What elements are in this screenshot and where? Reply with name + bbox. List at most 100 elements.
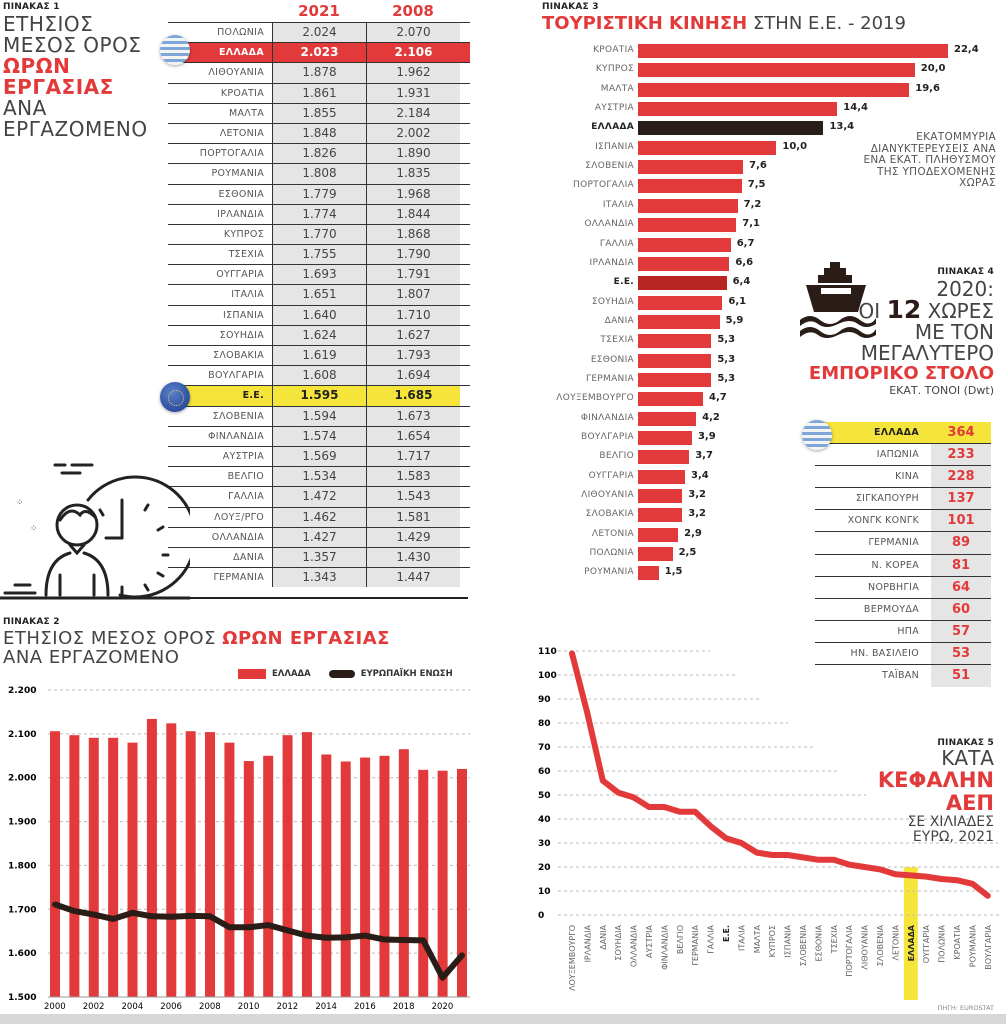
table-row-eu: Ε.Ε. 1.595 1.685 (168, 385, 470, 406)
chart3-bar (638, 179, 742, 194)
country-cell: ΠΟΡΤΟΓΑΛΙΑ (199, 148, 264, 160)
x-tick-label: 2006 (160, 1002, 182, 1012)
table4-number: 12 (886, 295, 922, 324)
column-header-2021: 2021 (298, 2, 340, 20)
chart3-category-label: ΙΣΠΑΝΙΑ (595, 141, 634, 152)
chart3-value-label: 5,9 (725, 314, 744, 326)
chart3-bar (638, 218, 737, 233)
chart3-kicker: ΠΙΝΑΚΑΣ 3 (542, 2, 599, 12)
table4-prefix: ΟΙ (858, 299, 881, 323)
chart2-title-plain: ΕΤΗΣΙΟΣ ΜΕΣΟΣ ΟΡΟΣ (3, 628, 216, 649)
sparkle-icon: ⁘ (16, 498, 24, 508)
chart3-value-label: 14,4 (843, 102, 868, 114)
fleet-row: ΓΕΡΜΑΝΙΑ 89 (815, 532, 991, 555)
chart5-category-label: ΛΟΥΞΕΜΒΟΥΡΓΟ (568, 925, 577, 991)
chart3-category-label: ΛΟΥΞΕΜΒΟΥΡΓΟ (556, 393, 634, 404)
country-cell: ΒΕΛΓΙΟ (227, 471, 264, 483)
fleet-country: ΝΟΡΒΗΓΙΑ (868, 581, 919, 593)
y-tick-label: 40 (538, 815, 551, 825)
chart3-value-label: 6,7 (736, 237, 755, 249)
sparkle-icon: ⁘ (30, 524, 38, 534)
value-2008-cell: 1.790 (366, 245, 460, 265)
fleet-value: 81 (931, 554, 991, 576)
eu-flag-icon (160, 382, 190, 412)
value-2021-cell: 1.861 (272, 83, 366, 103)
value-2021-cell: 1.608 (272, 366, 366, 386)
chart3-value-label: 5,3 (717, 353, 736, 365)
table1-title-line: ΕΡΓΑΖΟΜΕΝΟ (3, 117, 148, 141)
fleet-value: 137 (931, 488, 991, 510)
y-tick-label: 60 (538, 767, 551, 777)
chart2-title: ΕΤΗΣΙΟΣ ΜΕΣΟΣ ΟΡΟΣ ΩΡΩΝ ΕΡΓΑΣΙΑΣ ΑΝΑ ΕΡΓ… (3, 629, 390, 667)
chart3-category-label: ΔΑΝΙΑ (604, 315, 634, 326)
country-cell: ΔΑΝΙΑ (233, 551, 264, 563)
fleet-country: ΤΑΪΒΑΝ (881, 670, 919, 682)
y-tick-label: 2.100 (8, 730, 36, 740)
chart5-category-label: ΣΛΟΒΕΝΙΑ (876, 924, 885, 966)
chart2-bar (146, 718, 157, 997)
table1: 2021 2008 ΠΟΛΩΝΙΑ 2.024 2.070 ΕΛΛΑΔΑ 2.023 2.… (168, 0, 470, 588)
chart2-bar (282, 735, 293, 997)
chart3-category-label: ΣΛΟΒΑΚΙΑ (585, 509, 634, 520)
chart3-bar (638, 276, 727, 291)
value-2021-cell: 1.574 (272, 426, 366, 446)
fleet-country: ΙΑΠΩΝΙΑ (876, 449, 919, 461)
value-2021-cell: 1.651 (272, 285, 366, 305)
chart3-category-label: ΠΟΛΩΝΙΑ (589, 548, 634, 559)
value-2008-cell: 2.106 (366, 43, 460, 63)
value-2021-cell: 1.770 (272, 224, 366, 245)
country-cell: ΛΕΤΟΝΙΑ (219, 127, 264, 139)
chart2-bar (379, 755, 390, 997)
chart3-bar (638, 372, 712, 387)
chart2-bar (185, 731, 196, 997)
chart5-category-label: ΜΑΛΤΑ (753, 924, 762, 953)
fleet-value: 101 (931, 510, 991, 532)
table4-title-red: ΕΜΠΟΡΙΚΟ ΣΤΟΛΟ (808, 363, 994, 384)
chart5-category-label: ΛΕΤΟΝΙΑ (891, 924, 900, 960)
column-header-2008: 2008 (392, 2, 434, 20)
table-row: ΙΣΠΑΝΙΑ 1.640 1.710 (168, 304, 470, 325)
value-2008-cell: 1.890 (366, 144, 460, 164)
value-2021-cell: 1.755 (272, 245, 366, 265)
chart3-category-label: ΣΛΟΒΕΝΙΑ (585, 161, 634, 172)
fleet-value: 64 (931, 576, 991, 598)
chart3-bar (638, 547, 673, 562)
fleet-row: ΤΑΪΒΑΝ 51 (815, 665, 991, 688)
value-2021-cell: 2.024 (272, 23, 366, 43)
chart3-bar (638, 44, 948, 58)
value-2008-cell: 1.694 (366, 366, 460, 386)
country-cell: ΓΕΡΜΑΝΙΑ (213, 572, 264, 584)
chart5-category-label: ΠΟΛΩΝΙΑ (938, 924, 947, 962)
value-2008-cell: 1.807 (366, 285, 460, 305)
chart3-category-label: ΛΕΤΟΝΙΑ (591, 528, 634, 539)
chart3-category-label: ΜΑΛΤΑ (600, 83, 634, 94)
table4-kicker: ΠΙΝΑΚΑΣ 4 (937, 267, 994, 277)
table-row: ΚΥΠΡΟΣ 1.770 1.868 (168, 223, 470, 245)
chart3-note-line: ΕΚΑΤΟΜΜΥΡΙΑ (916, 131, 996, 143)
chart5-category-label: ΓΕΡΜΑΝΙΑ (691, 924, 700, 965)
x-tick-label: 2012 (277, 1002, 299, 1012)
chart5-category-label: ΑΥΣΤΡΙΑ (645, 924, 654, 957)
fleet-country: ΚΙΝΑ (895, 471, 919, 483)
chart3-category-label: ΙΤΑΛΙΑ (602, 199, 634, 210)
chart3-value-label: 7,5 (747, 179, 766, 191)
chart3-note-line: ΤΗΣ ΥΠΟΔΕΧΟΜΕΝΗΣ (876, 165, 996, 178)
value-2008-cell: 2.070 (366, 23, 460, 43)
y-tick-label: 80 (538, 719, 551, 729)
table-row: ΑΥΣΤΡΙΑ 1.569 1.717 (168, 445, 470, 467)
country-cell: ΡΟΥΜΑΝΙΑ (211, 168, 264, 180)
value-2021-cell: 1.808 (272, 164, 366, 184)
value-2008-cell: 1.543 (366, 487, 460, 507)
table-row: ΜΑΛΤΑ 1.855 2.184 (168, 102, 470, 123)
worker-clock-illustration: ⁘ ⁘ (0, 463, 190, 600)
chart3-title-red: ΤΟΥΡΙΣΤΙΚΗ ΚΙΝΗΣΗ (542, 13, 748, 34)
chart3-bar (638, 160, 744, 175)
fleet-country: ΗΠΑ (897, 625, 919, 637)
table-row: ΒΕΛΓΙΟ 1.534 1.583 (168, 466, 470, 487)
fleet-row-greece: ΕΛΛΑΔΑ 364 (815, 422, 991, 445)
table4-title-line4: ΜΕΓΑΛΥΤΕΡΟ (860, 341, 994, 365)
value-2021-cell: 1.640 (272, 305, 366, 325)
chart2-bar (457, 768, 467, 997)
chart2-plot: 1.500 1.600 1.700 1.800 1.900 2.000 2.100 2.200… (8, 686, 470, 1012)
table4-year: 2020: (936, 277, 994, 301)
